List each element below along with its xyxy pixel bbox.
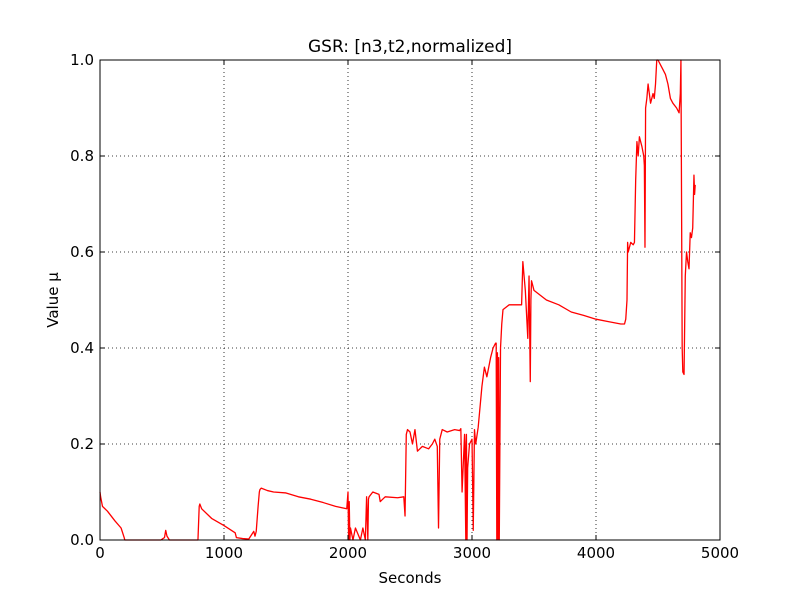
x-axis-label: Seconds	[378, 569, 441, 587]
x-tick-label: 4000	[577, 544, 615, 562]
x-tick-label: 2000	[329, 544, 367, 562]
y-tick-label: 0.2	[70, 435, 94, 453]
x-tick-label: 0	[95, 544, 105, 562]
x-tick-label: 1000	[205, 544, 243, 562]
x-tick-label: 3000	[453, 544, 491, 562]
plot-frame	[99, 59, 721, 541]
series-line	[99, 59, 696, 541]
axis-ticks: 0 1000 2000 3000 4000 5000 0.0 0.2 0.4 0.6 0.8 1.0	[70, 51, 739, 562]
y-tick-label: 0.8	[70, 147, 94, 165]
plot-area-background	[100, 60, 720, 540]
y-tick-label: 0.6	[70, 243, 94, 261]
y-tick-label: 0.4	[70, 339, 94, 357]
x-tick-label: 5000	[701, 544, 739, 562]
y-tick-label: 0.0	[70, 531, 94, 549]
chart-title: GSR: [n3,t2,normalized]	[308, 37, 512, 57]
y-tick-label: 1.0	[70, 51, 94, 69]
y-axis-label: Value µ	[44, 272, 62, 328]
data-series	[99, 59, 696, 541]
